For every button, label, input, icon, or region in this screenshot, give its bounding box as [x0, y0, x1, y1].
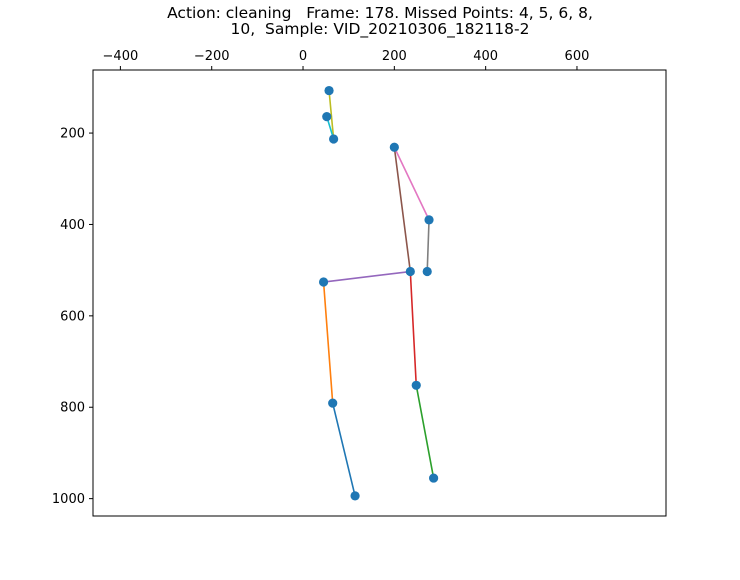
skeleton-segment-9 [331, 402, 356, 497]
keypoint-11 [350, 491, 360, 501]
skeleton-segment-4 [426, 219, 430, 273]
x-tick-label: 400 [473, 49, 498, 64]
keypoints [318, 85, 439, 501]
keypoint-8 [411, 380, 421, 390]
keypoint-7 [318, 277, 329, 287]
chart-title: Action: cleaning Frame: 178. Missed Poin… [0, 5, 740, 37]
x-tick-label: 600 [565, 49, 590, 64]
keypoint-6 [405, 266, 415, 277]
keypoint-10 [429, 473, 439, 483]
y-tick-label: 400 [60, 218, 85, 233]
x-axis-ticks: −400 −200 0 200 400 600 [103, 49, 590, 70]
skeleton-segment-5 [322, 270, 412, 283]
y-axis-ticks: 200 400 600 800 1000 [52, 127, 93, 507]
keypoint-1 [322, 112, 332, 122]
y-tick-label: 800 [60, 401, 85, 416]
skeleton-segment-6 [409, 270, 418, 387]
keypoint-2 [329, 134, 339, 144]
x-tick-label: 200 [382, 49, 407, 64]
skeleton-segment-3 [393, 146, 430, 221]
skeleton-segment-2 [393, 146, 412, 273]
y-tick-label: 200 [60, 127, 85, 142]
skeleton-segment-0 [328, 89, 335, 140]
skeleton-segments [322, 89, 435, 497]
y-tick-label: 1000 [52, 492, 85, 507]
plot-frame [92, 69, 667, 517]
x-tick-label: −200 [194, 49, 230, 64]
x-tick-label: 0 [299, 49, 307, 64]
x-tick-label: −400 [103, 49, 139, 64]
chart-title-line-2: 10, Sample: VID_20210306_182118-2 [230, 20, 530, 38]
skeleton-segment-8 [322, 281, 334, 404]
keypoint-4 [424, 215, 434, 225]
skeleton-segment-7 [415, 384, 435, 479]
keypoint-3 [389, 142, 399, 152]
keypoint-0 [324, 85, 334, 96]
y-tick-label: 600 [60, 309, 85, 324]
keypoint-9 [328, 398, 338, 408]
keypoint-5 [422, 266, 432, 277]
chart-title-line-1: Action: cleaning Frame: 178. Missed Poin… [167, 4, 593, 22]
